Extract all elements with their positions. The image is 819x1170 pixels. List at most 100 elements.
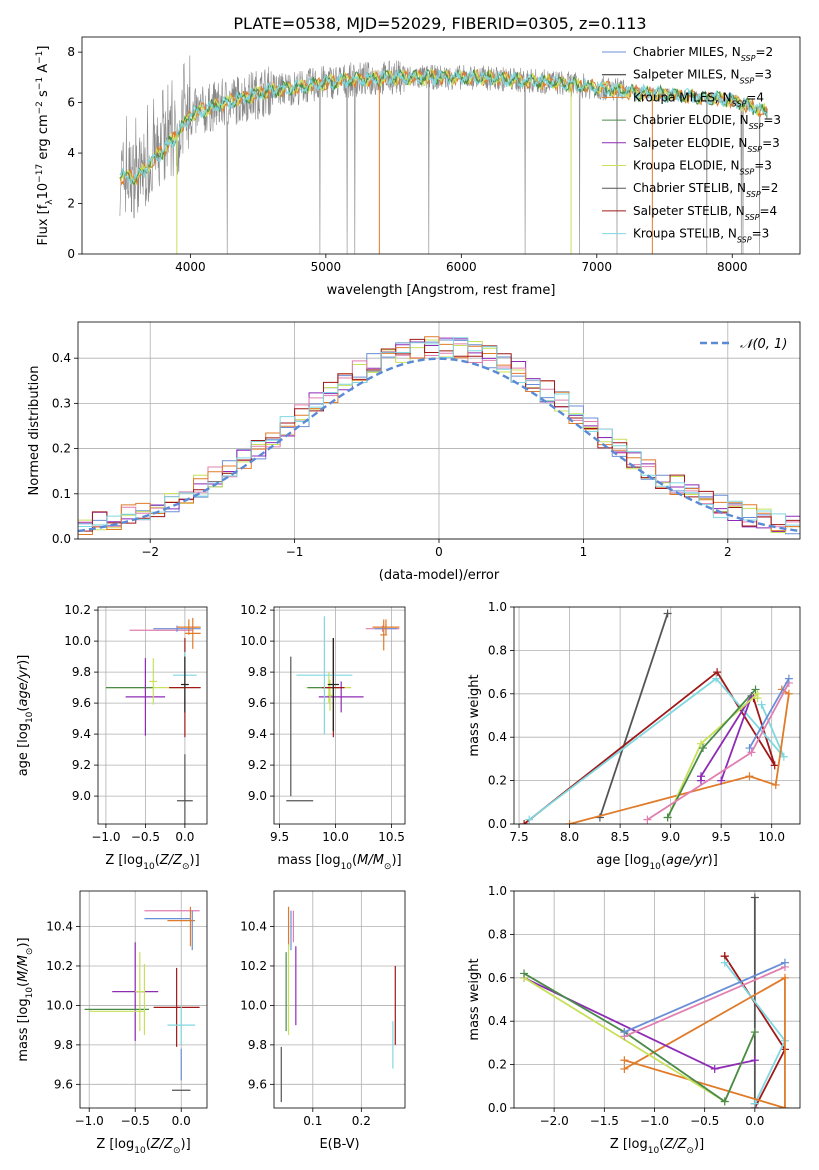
x-tick-label: −1.0 [91,830,120,844]
y-axis-label-part: )] [16,937,31,947]
legend-label: 𝒩(0, 1) [740,337,787,352]
y-axis-label-part: age/yr [16,663,31,706]
observed-spectrum [119,55,768,254]
legend-label-text: Chabrier MILES, N [633,45,741,59]
x-axis-label-part: Z/Z [150,1137,174,1152]
x-tick-label: 0.0 [172,1114,191,1128]
legend-label-sub: SSP [732,99,747,108]
x-axis-label: age [log10(age/yr)] [596,853,718,872]
x-tick-label: 10.0 [758,830,785,844]
legend-label-sub: SSP [746,190,761,199]
x-tick-label: −2.0 [540,1114,569,1128]
y-tick-label: 1.0 [488,884,507,898]
weight-series [646,682,790,821]
x-axis-label: (data-model)/error [379,568,500,583]
weight-point [620,1056,629,1065]
legend-label-text: Chabrier STELIB, N [633,181,746,195]
axes-frame [97,606,208,825]
weight-point [720,958,729,967]
legend-label-text: Salpeter ELODIE, N [633,136,747,150]
y-tick-label: 0.3 [52,396,71,410]
x-axis-label-part: )] [181,1137,191,1152]
x-tick-label: 9.0 [661,830,680,844]
y-tick-label: 9.6 [54,1077,73,1091]
y-tick-label: 0.6 [488,971,507,985]
y-tick-label: 0.0 [52,532,71,546]
legend-label-tail: =3 [762,136,780,150]
x-axis-label: E(B-V) [319,1137,359,1152]
legend-label-sub: SSP [747,144,762,153]
x-axis-label-part: ( [659,1137,664,1152]
y-tick-label: 4 [67,146,75,160]
weight-lines [520,893,789,1108]
y-axis-label-part: λ [45,199,55,205]
legend-label-text: Chabrier ELODIE, N [633,113,749,127]
x-axis-label-part: )] [708,853,718,868]
x-tick-label: 0.0 [175,830,194,844]
spectrum-lines [119,55,768,254]
x-tick-label: 4000 [175,260,206,274]
legend-label-tail: =3 [763,113,781,127]
x-axis-label-part: ⊙ [384,862,392,872]
y-axis-label-part: mass [log [16,998,31,1061]
weight-point [751,685,760,694]
y-tick-label: 9.8 [54,1038,73,1052]
legend-label-text: Kroupa STELIB, N [633,227,737,241]
y-tick-label: 0.0 [488,817,507,831]
y-tick-label: 10.0 [46,998,73,1012]
y-tick-label: 10.4 [240,920,267,934]
x-tick-label: 0.2 [352,1114,371,1128]
x-tick-label: −1 [286,545,304,559]
mass-weight-vs-metallicity-panel: −2.0 −1.5 −1.0 −0.5 0.0 0.0 0.2 0.4 0.6 0.8 1.0 Z [… [467,884,801,1156]
x-axis-label-part: ⊙ [173,1146,181,1156]
y-tick-label: 9.2 [248,758,267,772]
weight-point [698,744,707,753]
x-axis-label-part: 10 [649,862,661,872]
x-axis-label-part: Z/Z [663,1137,687,1152]
y-axis-label-part: ( [16,707,31,712]
x-tick-label: 8.0 [560,830,579,844]
weight-point [696,772,705,781]
x-axis-label: Z [log10(Z/Z⊙)] [610,1137,704,1156]
y-tick-label: 10.4 [46,920,73,934]
y-axis-label: mass weight [467,674,482,756]
x-tick-label: 6000 [446,260,477,274]
x-tick-label: −1.0 [75,1114,104,1128]
x-tick-label: −0.5 [131,830,160,844]
y-tick-label: 0 [67,247,75,261]
y-tick-label: 10.2 [240,959,267,973]
x-tick-label: −1.0 [640,1114,669,1128]
axes-frame [513,606,801,825]
x-axis-label-part: ( [352,853,357,868]
weight-lines [520,609,793,824]
legend-label: Salpeter STELIB, NSSP=4 [633,204,777,222]
y-tick-label: 6 [67,96,75,110]
y-axis-label-part: age [log [16,723,31,776]
y-tick-label: 9.2 [72,758,91,772]
x-axis-label-part: age [log [596,853,649,868]
x-tick-label: 10.0 [322,830,349,844]
y-tick-label: 0.8 [488,643,507,657]
error-bars [84,906,200,1091]
y-tick-label: 9.4 [248,727,267,741]
y-tick-label: 0.1 [52,487,71,501]
weight-point [784,689,793,698]
x-axis-label-part: 10 [648,1146,660,1156]
weight-series [528,677,785,821]
error-bars [105,617,201,824]
legend-label-sub: SSP [745,212,760,221]
axes-frame [273,606,406,825]
weight-point [779,752,788,761]
y-tick-label: 8 [67,45,75,59]
legend-label-sub: SSP [740,76,755,85]
age-vs-metallicity-panel: −1.0 −0.5 0.0 9.0 9.2 9.4 9.6 9.8 10.0 10.2 Z [log… [16,603,208,872]
x-axis-label-part: ⊙ [182,862,190,872]
spectrum-panel: 4000 5000 6000 7000 8000 0 2 4 6 8 wavelength [Ang… [35,36,801,298]
legend-label-text: Kroupa ELODIE, N [633,159,740,173]
weight-point [747,748,756,757]
error-bars [286,616,400,802]
legend-label: Kroupa STELIB, NSSP=3 [633,227,769,245]
legend-label-tail: =2 [755,45,773,59]
weight-point [713,668,722,677]
